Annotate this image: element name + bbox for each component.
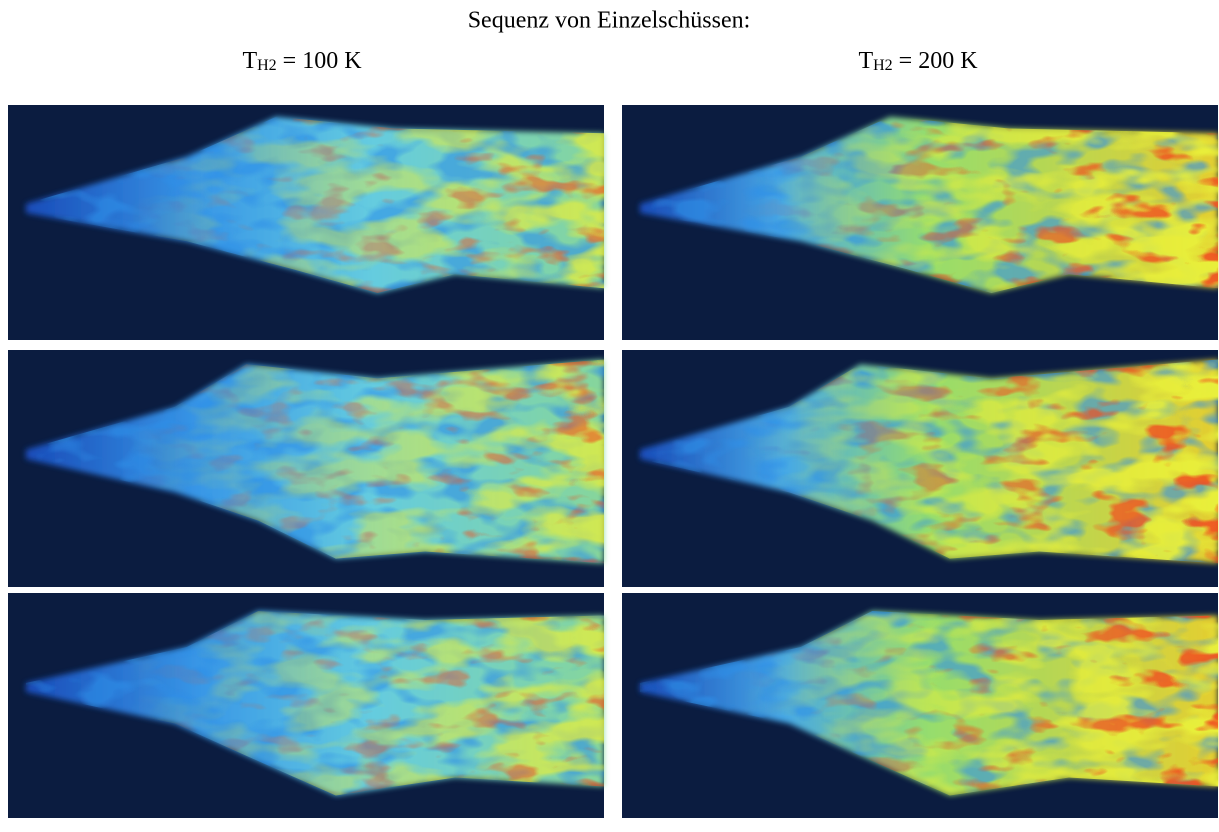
label-subscript: H2 — [257, 57, 277, 74]
label-rest: = 100 K — [277, 48, 363, 74]
label-subscript: H2 — [873, 57, 893, 74]
image-panel — [622, 593, 1218, 818]
column-label: TH2 = 200 K — [858, 48, 978, 74]
figure: Sequenz von Einzelschüssen: TH2 = 100 K … — [0, 0, 1219, 827]
image-panel — [8, 350, 604, 587]
image-panel — [8, 593, 604, 818]
image-grid — [8, 105, 1218, 818]
figure-title: Sequenz von Einzelschüssen: — [468, 8, 751, 34]
label-base: T — [242, 48, 257, 74]
label-rest: = 200 K — [893, 48, 979, 74]
column-label: TH2 = 100 K — [242, 48, 362, 74]
label-base: T — [858, 48, 873, 74]
image-panel — [622, 105, 1218, 340]
image-panel — [622, 350, 1218, 587]
image-panel — [8, 105, 604, 340]
